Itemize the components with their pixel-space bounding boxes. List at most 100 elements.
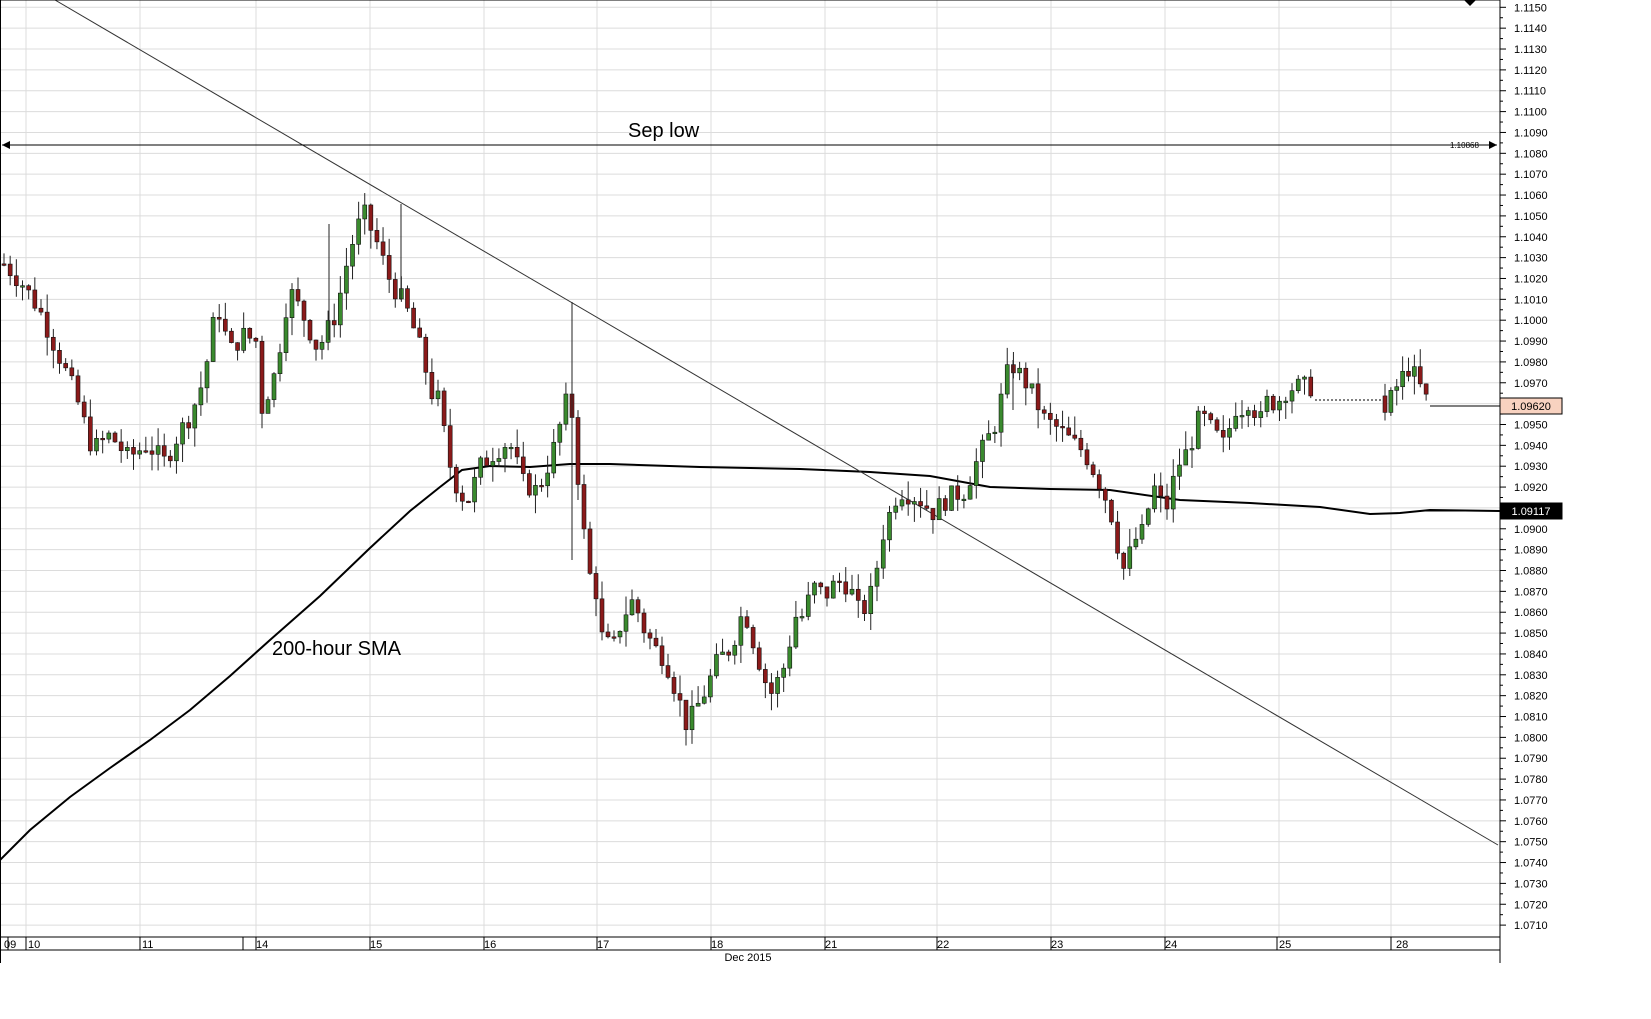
candle — [94, 429, 99, 456]
candle — [805, 581, 811, 621]
candle-body-down — [32, 289, 38, 309]
candle-body-up — [180, 422, 185, 445]
candle — [1066, 416, 1071, 436]
candle — [936, 486, 942, 521]
candle-body-down — [862, 600, 867, 615]
candle-body-down — [1382, 395, 1388, 413]
candle — [1164, 483, 1170, 520]
candle-body-down — [168, 455, 173, 462]
candle — [799, 608, 805, 622]
candle-body-down — [818, 582, 824, 588]
candle-body-up — [362, 204, 368, 220]
candle-body-up — [893, 505, 899, 513]
candle-body-down — [307, 320, 313, 341]
candle-body-up — [992, 431, 998, 435]
candle — [466, 500, 471, 504]
candle — [998, 383, 1004, 447]
candle — [192, 403, 198, 447]
candle — [623, 596, 629, 647]
candle — [605, 623, 611, 639]
candle — [204, 359, 210, 403]
candle-body-down — [1023, 367, 1029, 389]
candle-body-down — [1084, 449, 1090, 466]
candle-body-down — [1060, 426, 1065, 429]
y-tick-label: 1.0810 — [1514, 712, 1548, 724]
candle — [411, 302, 416, 329]
candle-body-up — [1302, 376, 1307, 380]
candle — [1127, 528, 1133, 577]
candle — [720, 638, 725, 655]
candle-body-down — [744, 616, 750, 628]
candle-body-down — [1208, 413, 1214, 421]
candle — [100, 430, 105, 454]
candle — [812, 581, 817, 604]
y-tick-label: 1.1090 — [1514, 127, 1548, 139]
y-tick-label: 1.0990 — [1514, 336, 1548, 348]
candle-body-down — [1, 263, 7, 266]
candle-body-down — [855, 588, 861, 601]
candle — [1054, 413, 1059, 442]
candle — [732, 640, 738, 665]
candle-body-up — [271, 373, 277, 400]
y-tick-label: 1.1130 — [1514, 44, 1547, 56]
candle-body-up — [887, 511, 892, 541]
candle-body-up — [689, 705, 695, 731]
candle — [756, 641, 762, 672]
candle-body-up — [1245, 410, 1251, 416]
candle-body-down — [331, 320, 337, 326]
candle — [125, 441, 130, 459]
x-tick-label: 23 — [1051, 939, 1063, 951]
candle-body-down — [575, 417, 581, 485]
candle — [1220, 415, 1226, 453]
candle — [1277, 396, 1282, 422]
candle-body-up — [478, 457, 483, 478]
candle-body-up — [277, 352, 283, 374]
candle — [955, 475, 961, 511]
candle — [1090, 461, 1096, 478]
candle — [635, 596, 641, 623]
candle — [695, 686, 701, 707]
candle — [880, 524, 886, 579]
candle — [1302, 375, 1307, 395]
candle-body-up — [629, 599, 635, 616]
x-tick-label: 22 — [937, 939, 949, 951]
candle — [1264, 389, 1270, 418]
candle-body-up — [1400, 371, 1405, 388]
candle-body-down — [837, 580, 842, 583]
candle-body-down — [118, 441, 124, 452]
candle — [1029, 383, 1035, 394]
candle-body-down — [824, 586, 830, 599]
candle-body-down — [386, 255, 392, 280]
candle — [659, 636, 665, 675]
y-tick-label: 1.0940 — [1514, 440, 1548, 452]
candle-body-up — [1388, 390, 1394, 413]
x-tick-label: 24 — [1165, 939, 1177, 951]
x-tick-label: 21 — [825, 939, 837, 951]
candle — [647, 628, 653, 650]
candle — [930, 508, 936, 534]
candle-body-down — [216, 317, 222, 320]
arrow-right-icon — [1489, 141, 1497, 149]
candle-body-down — [259, 340, 265, 414]
candle — [1145, 507, 1151, 527]
candle — [283, 303, 289, 362]
x-tick-label: 09 — [4, 939, 16, 951]
candle-body-down — [1252, 410, 1257, 418]
candle — [1270, 394, 1276, 414]
candle-body-up — [961, 498, 967, 501]
price-tag-label: 1.09117 — [1512, 506, 1551, 518]
price-tags: 1.09620 1.09117 — [1420, 397, 1563, 520]
candle — [137, 442, 142, 460]
candle-body-up — [106, 432, 112, 440]
candle — [460, 485, 465, 511]
candle-body-up — [198, 387, 204, 406]
candle-body-up — [1170, 475, 1176, 510]
candle — [1060, 410, 1065, 442]
candle — [265, 396, 271, 414]
candle-body-down — [63, 363, 68, 369]
candle — [1084, 443, 1090, 470]
candle-body-down — [763, 669, 768, 684]
candle — [88, 399, 93, 456]
candle-body-down — [726, 651, 731, 656]
y-tick-label: 1.0820 — [1514, 691, 1548, 703]
